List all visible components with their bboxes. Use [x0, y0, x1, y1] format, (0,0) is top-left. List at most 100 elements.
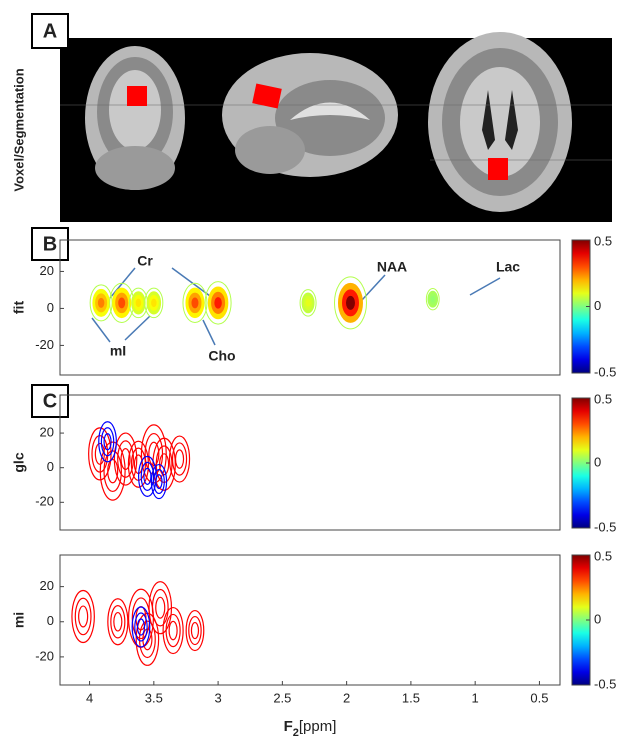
contour-level [107, 458, 119, 484]
y-tick-label: 20 [40, 578, 54, 593]
peak [107, 598, 129, 646]
annotation: Lac [496, 259, 520, 275]
y-tick-label: 20 [40, 263, 54, 278]
colorbar-tick-label: 0.5 [594, 548, 612, 563]
contour-level [165, 613, 181, 648]
plot-frame [59, 239, 561, 376]
peak [333, 276, 367, 330]
contour-level [78, 605, 89, 628]
contour-level [113, 611, 123, 632]
contour-level [191, 297, 199, 309]
contour-level [151, 588, 169, 627]
panel-box [31, 13, 69, 49]
contour-level [117, 440, 134, 478]
x-tick-label: 3.5 [145, 690, 163, 705]
contour-level [430, 296, 435, 303]
contour-level [345, 295, 355, 310]
plot-area [71, 581, 205, 666]
plot-frame [59, 554, 561, 686]
peak [127, 440, 150, 488]
panel-box [31, 227, 69, 261]
contour-level [103, 433, 112, 451]
contour-level [155, 474, 163, 489]
annotation: NAA [377, 259, 407, 275]
colorbar-tick-label: -0.5 [594, 676, 616, 691]
colorbar-tick-label: -0.5 [594, 364, 616, 379]
contour-level [155, 596, 166, 619]
peak [185, 609, 205, 652]
contour-level [120, 448, 131, 471]
x-axis-label: F2[ppm] [284, 718, 337, 739]
contour-level [305, 299, 311, 307]
peak [425, 288, 440, 311]
peak [131, 606, 151, 648]
colorbar-tick-label: 0 [594, 298, 601, 313]
plot-frame [59, 394, 561, 531]
y-tick-label: 0 [47, 459, 54, 474]
colorbar-tick-label: 0 [594, 454, 601, 469]
annotation: Cho [208, 348, 235, 364]
panel-box [31, 384, 69, 418]
peak [144, 287, 164, 319]
peak [168, 435, 191, 483]
contour-level [153, 469, 165, 495]
colorbar-tick-label: 0 [594, 611, 601, 626]
y-axis-label: fit [11, 301, 27, 315]
contour-level [110, 605, 126, 639]
contour-level [174, 449, 185, 469]
x-axis-label-part: 2 [293, 727, 299, 739]
contour-level [97, 297, 105, 308]
panel-label: B [43, 233, 57, 255]
peak [89, 284, 113, 322]
y-axis-label: glc [11, 452, 27, 472]
contour-level [151, 298, 157, 308]
peak [138, 455, 157, 497]
x-tick-label: 3 [214, 690, 221, 705]
x-axis-label-part: F [284, 718, 293, 735]
side-label: Voxel/Segmentation [11, 68, 26, 191]
x-tick-label: 2 [343, 690, 350, 705]
y-tick-label: -20 [35, 648, 54, 663]
colorbar-tick-label: -0.5 [594, 519, 616, 534]
peak [71, 589, 95, 644]
contour-level [138, 620, 156, 659]
peak [162, 606, 184, 655]
y-tick-label: -20 [35, 494, 54, 509]
peak [299, 289, 317, 317]
y-tick-label: -20 [35, 337, 54, 352]
panel-label: C [43, 390, 57, 412]
contour-level [171, 442, 188, 476]
contour-level [118, 297, 126, 309]
y-tick-label: 0 [47, 613, 54, 628]
colorbar-tick-label: 0.5 [594, 391, 612, 406]
y-tick-label: 20 [40, 425, 54, 440]
y-tick-label: 0 [47, 300, 54, 315]
contour-plot: 20 0 -20 glc 0.5 0 -0.5 [11, 391, 617, 534]
contour-level [135, 298, 142, 308]
contour-level [188, 615, 202, 646]
annotation: mI [110, 343, 126, 359]
contour-level [134, 612, 148, 642]
peak [204, 281, 232, 325]
x-tick-label: 0.5 [530, 690, 548, 705]
peak [98, 421, 117, 463]
annotation: Cr [137, 253, 153, 269]
plot-area [88, 421, 191, 501]
y-axis-label: mi [11, 612, 27, 628]
panel-label: A [43, 20, 57, 42]
peak [152, 437, 176, 491]
contour-level [100, 427, 115, 457]
peak [113, 432, 138, 486]
contour-level [168, 620, 178, 641]
contour-level [214, 297, 222, 309]
x-tick-label: 2.5 [273, 690, 291, 705]
x-tick-label: 1.5 [402, 690, 420, 705]
peak [99, 441, 126, 501]
contour-level [148, 441, 160, 467]
brain-images [60, 32, 612, 212]
peak [150, 463, 168, 500]
contour-level [190, 621, 200, 640]
